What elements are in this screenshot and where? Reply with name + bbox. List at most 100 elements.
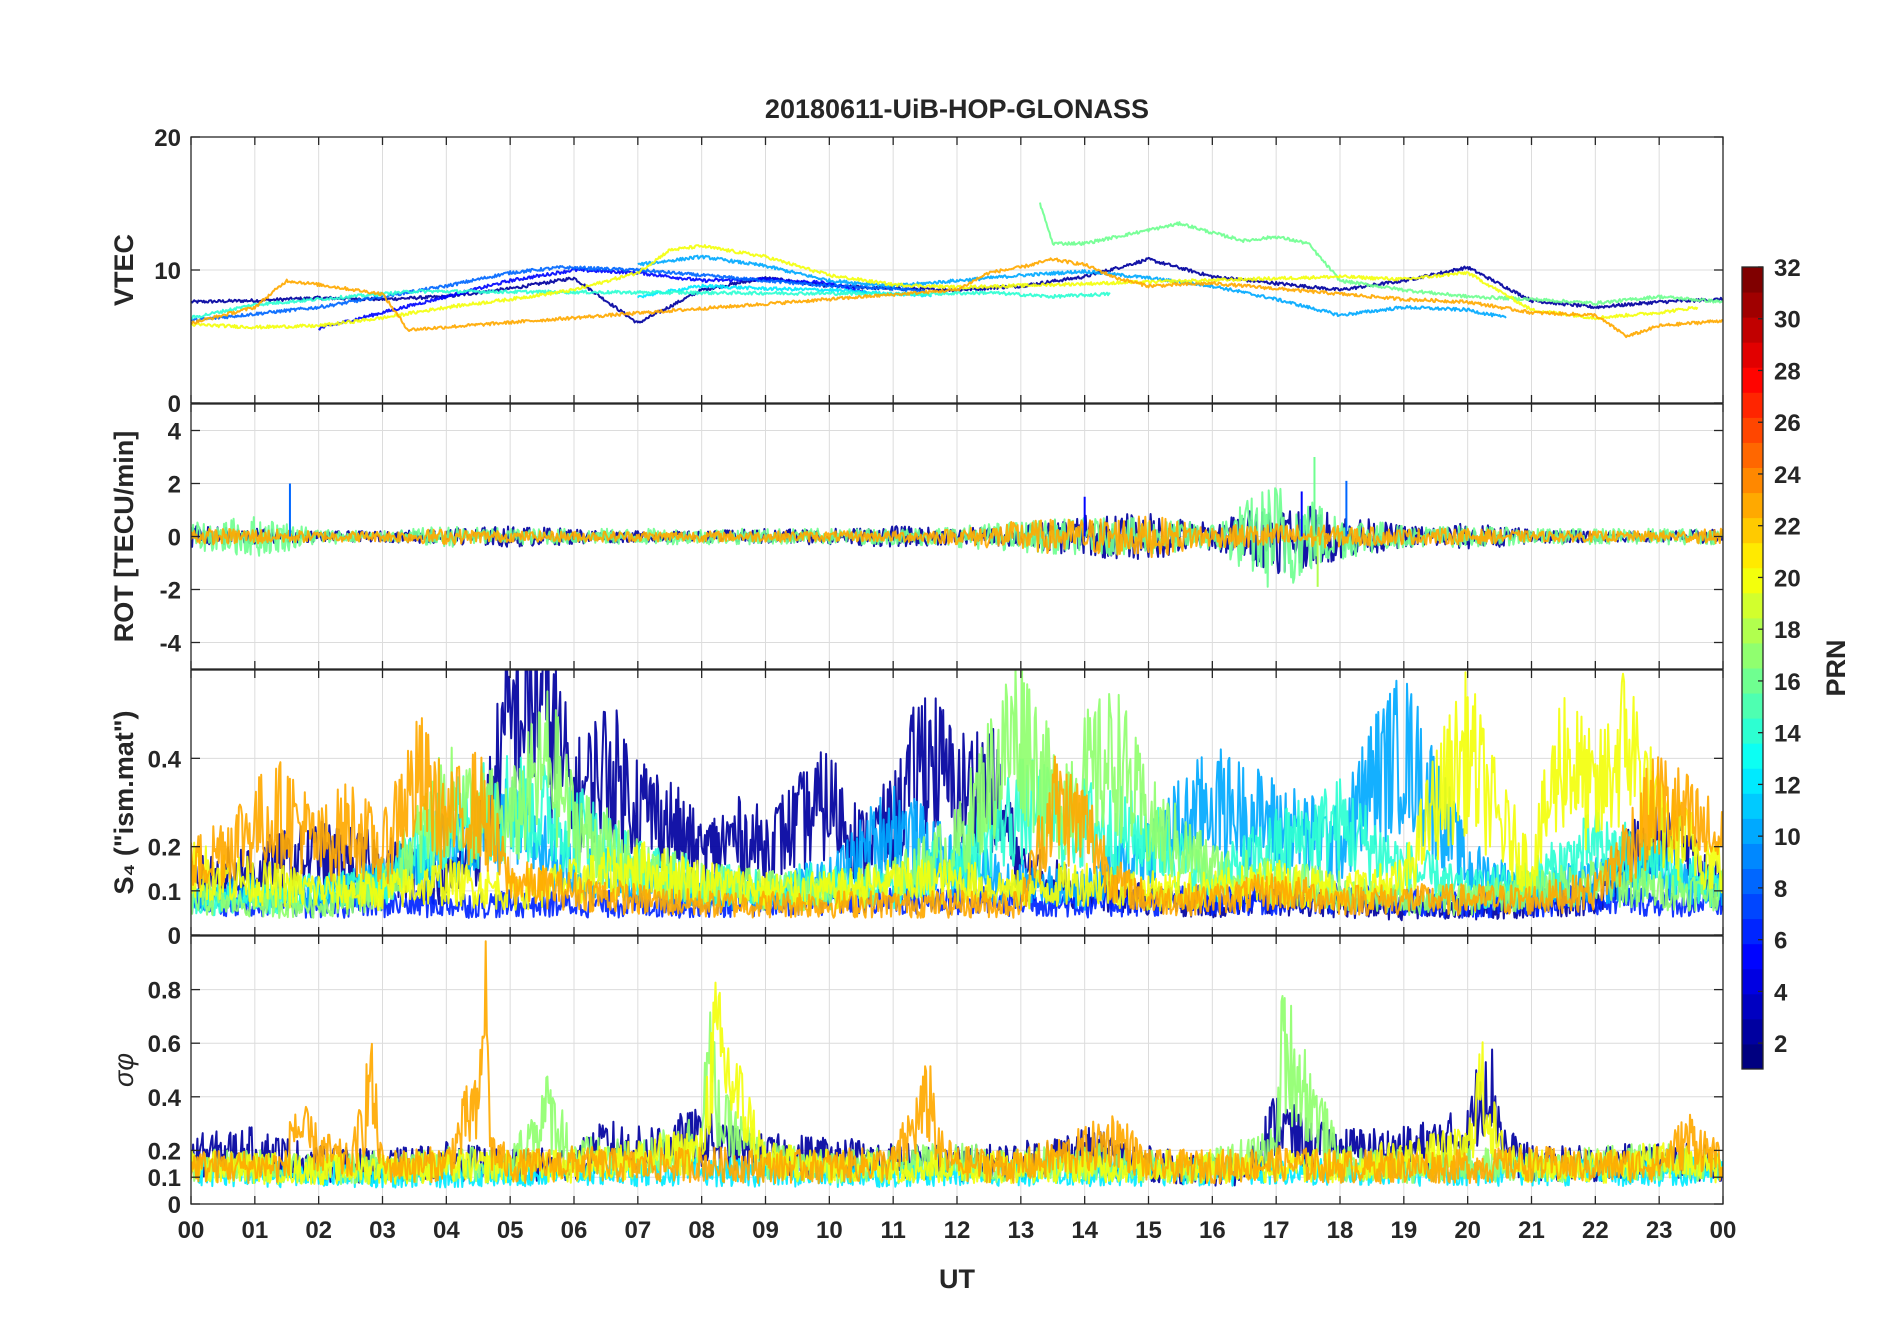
y-tick-label: 20 [154, 125, 181, 152]
colorbar-swatch [1742, 467, 1763, 494]
x-tick-label: 17 [1263, 1217, 1290, 1244]
colorbar-tick-label: 32 [1774, 255, 1801, 282]
colorbar-swatch [1742, 1043, 1763, 1070]
x-tick-label: 09 [752, 1217, 779, 1244]
colorbar-tick-label: 10 [1774, 824, 1801, 851]
colorbar-swatch [1742, 492, 1763, 519]
colorbar-swatch [1742, 768, 1763, 794]
y-tick-label: 0.1 [148, 1165, 181, 1192]
x-tick-label: 19 [1390, 1217, 1417, 1244]
series-line-prn-23 [191, 515, 1723, 559]
x-tick-label: 16 [1199, 1217, 1226, 1244]
y-tick-label: 0.2 [148, 835, 181, 862]
panel-sigma-series [191, 940, 1723, 1189]
colorbar-tick-label: 14 [1774, 721, 1801, 748]
x-tick-label: 11 [880, 1217, 905, 1244]
x-tick-label: 21 [1518, 1217, 1545, 1244]
chart-title: 20180611-UiB-HOP-GLONASS [765, 94, 1149, 124]
x-tick-label: 00 [1710, 1217, 1737, 1244]
x-axis-label: UT [939, 1264, 975, 1294]
colorbar-swatch [1742, 442, 1763, 468]
x-tick-label: 14 [1071, 1217, 1098, 1244]
colorbar-tick-label: 12 [1774, 772, 1801, 799]
y-tick-label: 0.4 [148, 1085, 182, 1112]
colorbar-swatch [1742, 718, 1763, 744]
series-line-prn-8 [191, 265, 926, 323]
panel-vtec: 0 10 20 VTEC [109, 125, 1724, 418]
colorbar-tick-label: 8 [1774, 876, 1787, 903]
y-axis-label-sigma: σφ [109, 1053, 139, 1087]
x-tick-label: 04 [433, 1217, 460, 1244]
panel-vtec-series [191, 202, 1723, 339]
series-line-prn-20 [191, 244, 1699, 330]
y-tick-label: 0.1 [148, 879, 181, 906]
colorbar-swatch [1742, 517, 1763, 544]
colorbar-swatch [1742, 542, 1763, 569]
colorbar-swatch [1742, 267, 1763, 293]
x-tick-label: 05 [497, 1217, 524, 1244]
series-line-prn-14 [191, 753, 1723, 917]
colorbar-tick-label: 18 [1774, 617, 1801, 644]
y-axis-label-s4: S₄ ("ism.mat") [109, 710, 139, 894]
x-tick-label: 20 [1454, 1217, 1481, 1244]
colorbar-swatch [1742, 793, 1763, 819]
colorbar-swatch [1742, 617, 1763, 644]
x-tick-label: 06 [561, 1217, 588, 1244]
colorbar-swatch [1742, 943, 1763, 970]
colorbar-swatch [1742, 342, 1763, 368]
colorbar-tick-label: 2 [1774, 1031, 1787, 1058]
colorbar-tick-label: 4 [1774, 979, 1788, 1006]
series-line-prn-5 [317, 267, 868, 331]
colorbar-swatch [1742, 968, 1763, 995]
series-line-prn-23 [191, 257, 1723, 339]
panel-s4-series [191, 670, 1723, 922]
y-tick-label: -2 [160, 578, 181, 605]
y-tick-label: 0 [168, 1192, 181, 1219]
x-tick-label: 01 [241, 1217, 268, 1244]
panel-rot-series [191, 457, 1723, 588]
y-tick-label: 0.6 [148, 1031, 181, 1058]
colorbar-tick-label: 30 [1774, 307, 1801, 334]
series-line-prn-16 [1039, 202, 1723, 306]
panel-rot: -4 -2 0 2 4 ROT [TECU/min] [109, 403, 1724, 670]
colorbar-swatch [1742, 567, 1763, 594]
colorbar-swatch [1742, 918, 1763, 945]
colorbar-swatch [1742, 868, 1763, 895]
colorbar-swatch [1742, 317, 1763, 343]
colorbar-tick-label: 28 [1774, 358, 1801, 385]
y-tick-label: 0.8 [148, 978, 181, 1005]
y-tick-label: 2 [168, 472, 181, 499]
y-tick-label: -4 [160, 631, 182, 658]
colorbar-tick-label: 22 [1774, 514, 1801, 541]
x-tick-label: 22 [1582, 1217, 1609, 1244]
series-line-prn-14 [191, 288, 1111, 320]
colorbar-swatch [1742, 292, 1763, 318]
series-line-prn-23 [191, 717, 1723, 919]
x-tick-label: 10 [816, 1217, 843, 1244]
colorbar-swatch [1742, 367, 1763, 393]
y-tick-label: 10 [154, 258, 181, 285]
series-line-prn-10 [637, 254, 1507, 319]
colorbar-tick-label: 20 [1774, 565, 1801, 592]
x-tick-label: 13 [1007, 1217, 1034, 1244]
colorbar-swatch [1742, 592, 1763, 619]
panel-s4: 0 0.1 0.2 0.4 S₄ ("ism.mat") [109, 669, 1724, 950]
x-tick-label: 18 [1327, 1217, 1354, 1244]
colorbar-swatch [1742, 417, 1763, 443]
colorbar-label: PRN [1821, 639, 1851, 696]
y-tick-label: 0.4 [148, 746, 182, 773]
x-tick-label: 00 [178, 1217, 205, 1244]
colorbar-swatch [1742, 1018, 1763, 1045]
y-tick-label: 0 [168, 923, 181, 950]
x-tick-label: 15 [1135, 1217, 1162, 1244]
colorbar-swatch [1742, 668, 1763, 694]
colorbar-swatch [1742, 993, 1763, 1020]
x-tick-label: 03 [369, 1217, 396, 1244]
colorbar-tick-label: 24 [1774, 462, 1801, 489]
x-tick-label: 02 [305, 1217, 332, 1244]
x-tick-label: 12 [944, 1217, 971, 1244]
colorbar-swatch [1742, 642, 1763, 669]
colorbar-tick-label: 16 [1774, 669, 1801, 696]
series-line-prn-20 [191, 671, 1723, 912]
